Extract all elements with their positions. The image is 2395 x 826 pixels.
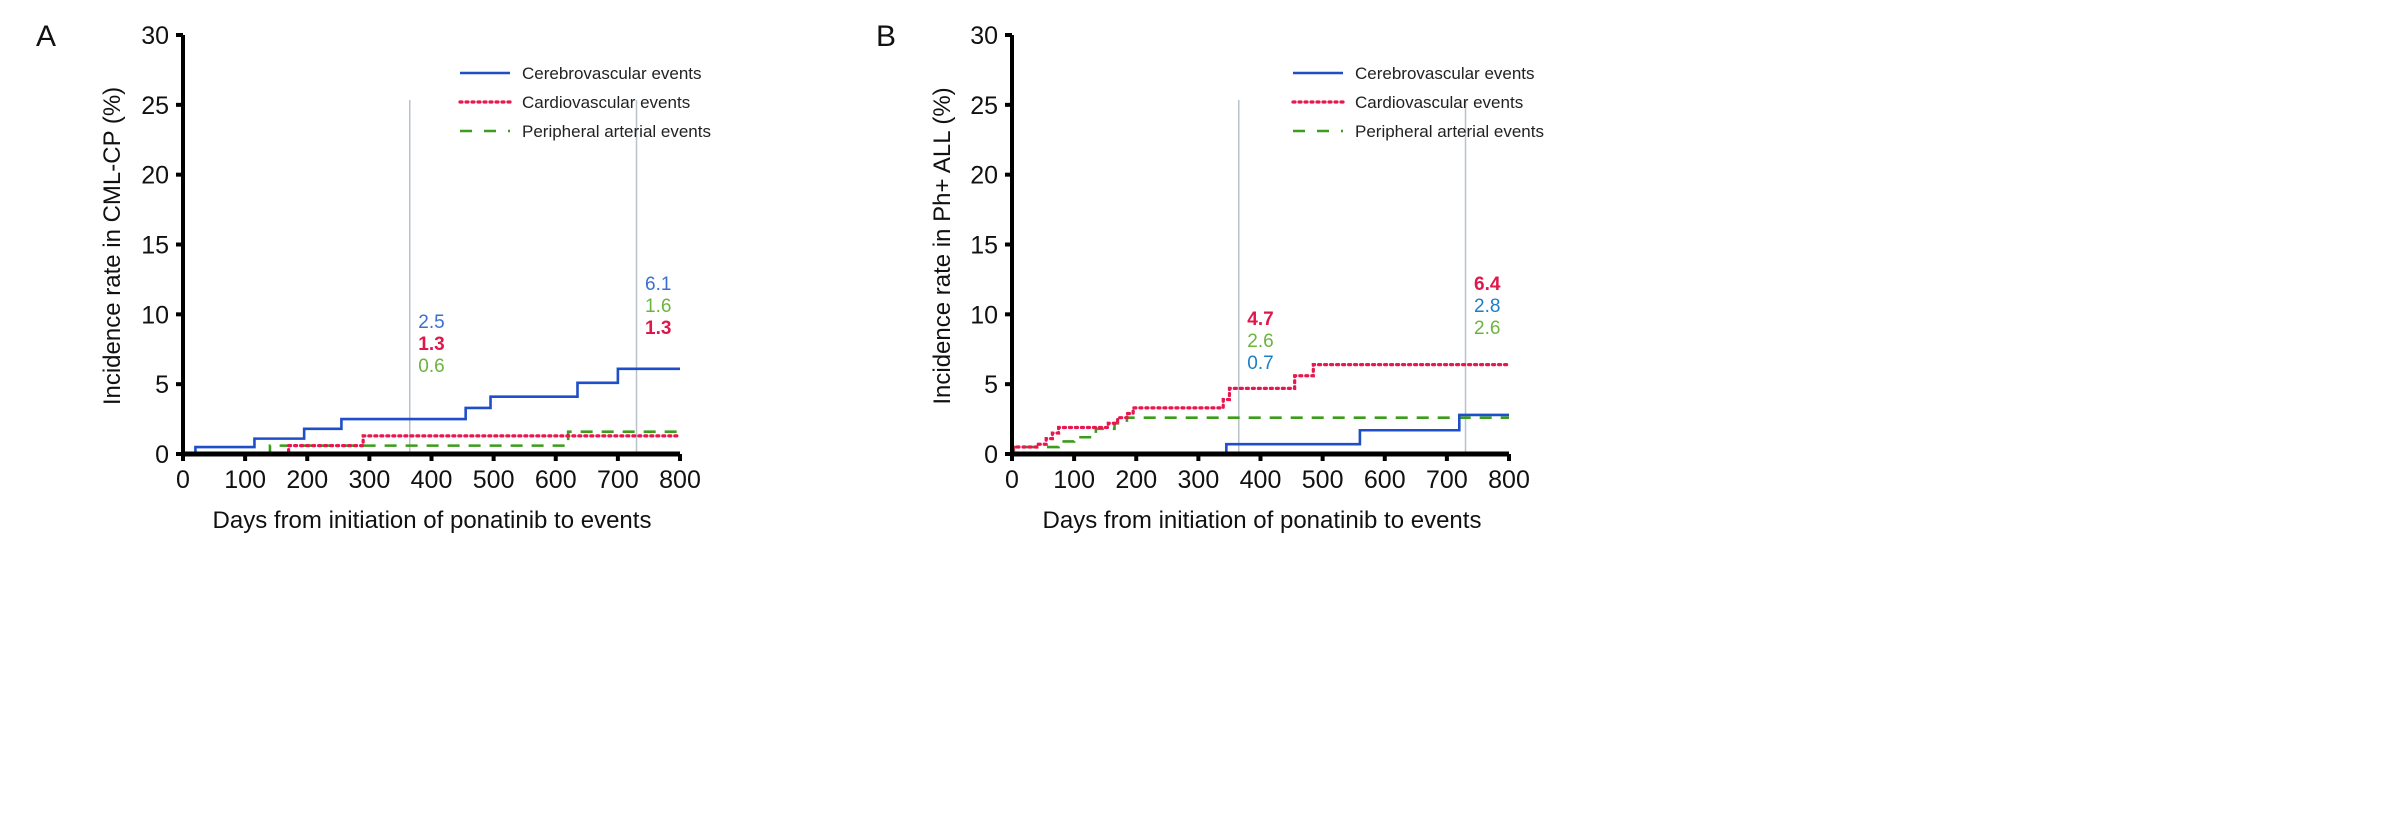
series-layer [1010, 363, 1511, 456]
legend-label: Peripheral arterial events [522, 122, 711, 141]
annotation-value: 0.7 [1247, 353, 1273, 374]
y-tick-label: 25 [970, 92, 998, 120]
x-tick-label: 800 [1488, 466, 1530, 494]
y-tick-label: 0 [984, 441, 998, 469]
x-axis-label: Days from initiation of ponatinib to eve… [1043, 507, 1482, 534]
series-line-peripheral-arterial-events [1012, 416, 1509, 456]
x-tick-label: 300 [349, 466, 391, 494]
x-tick-label: 400 [411, 466, 453, 494]
panel-letter: B [876, 20, 896, 53]
reference-lines [1238, 100, 1467, 454]
annotation-value: 1.3 [418, 334, 444, 355]
series-line-cardiovascular-events [1010, 363, 1511, 456]
y-tick-label: 10 [141, 301, 169, 329]
annotation-value: 2.8 [1474, 296, 1500, 317]
x-axis-label: Days from initiation of ponatinib to eve… [213, 507, 652, 534]
annotation-value: 2.5 [418, 312, 444, 333]
y-tick-label: 15 [141, 232, 169, 260]
reference-lines [409, 100, 638, 454]
annotation-value: 2.6 [1247, 331, 1273, 352]
series-line-cardiovascular-events [181, 434, 682, 456]
x-tick-label: 600 [1364, 466, 1406, 494]
x-tick-label: 0 [1005, 466, 1019, 494]
x-tick-label: 800 [659, 466, 701, 494]
legend-label: Cardiovascular events [522, 93, 690, 112]
x-tick-label: 200 [1115, 466, 1157, 494]
annotations: 2.51.30.66.11.61.3 [418, 274, 671, 377]
legend-label: Cerebrovascular events [1355, 64, 1535, 83]
legend: Cerebrovascular events Cardiovascular eve… [458, 64, 711, 141]
y-tick-label: 20 [141, 162, 169, 190]
annotation-value: 6.4 [1474, 274, 1501, 295]
x-tick-label: 500 [1302, 466, 1344, 494]
y-tick-label: 5 [984, 371, 998, 399]
y-tick-label: 25 [141, 92, 169, 120]
y-tick-label: 10 [970, 301, 998, 329]
annotation-value: 1.3 [645, 318, 671, 339]
annotation-value: 1.6 [645, 296, 671, 317]
x-tick-label: 700 [1426, 466, 1468, 494]
series-layer [181, 367, 682, 456]
annotation-value: 4.7 [1247, 309, 1273, 330]
annotation-value: 0.6 [418, 356, 444, 377]
panel-letter: A [36, 20, 56, 53]
legend-label: Cerebrovascular events [522, 64, 702, 83]
x-tick-label: 300 [1178, 466, 1220, 494]
x-tick-label: 0 [176, 466, 190, 494]
series-line-cerebrovascular-events [1012, 413, 1509, 456]
series-line-cerebrovascular-events [183, 367, 680, 456]
panel-b: B Incidence rate in Ph+ ALL (%) Days fro… [876, 20, 1544, 534]
x-tick-label: 400 [1240, 466, 1282, 494]
annotations: 4.72.60.76.42.82.6 [1247, 274, 1501, 374]
annotation-value: 6.1 [645, 274, 671, 295]
x-tick-label: 100 [1053, 466, 1095, 494]
x-tick-label: 200 [286, 466, 328, 494]
y-tick-label: 30 [970, 22, 998, 50]
x-tick-label: 100 [224, 466, 266, 494]
y-tick-label: 15 [970, 232, 998, 260]
annotation-value: 2.6 [1474, 318, 1500, 339]
y-axis-label: Incidence rate in CML-CP (%) [99, 87, 126, 405]
panel-a: A Incidence rate in CML-CP (%) Days from… [36, 20, 711, 534]
y-tick-label: 20 [970, 162, 998, 190]
y-tick-label: 30 [141, 22, 169, 50]
legend: Cerebrovascular events Cardiovascular eve… [1291, 64, 1544, 141]
y-axis-label: Incidence rate in Ph+ ALL (%) [929, 87, 956, 404]
y-tick-label: 0 [155, 441, 169, 469]
x-tick-label: 600 [535, 466, 577, 494]
x-tick-label: 500 [473, 466, 515, 494]
legend-label: Cardiovascular events [1355, 93, 1523, 112]
x-tick-label: 700 [597, 466, 639, 494]
legend-label: Peripheral arterial events [1355, 122, 1544, 141]
y-tick-label: 5 [155, 371, 169, 399]
